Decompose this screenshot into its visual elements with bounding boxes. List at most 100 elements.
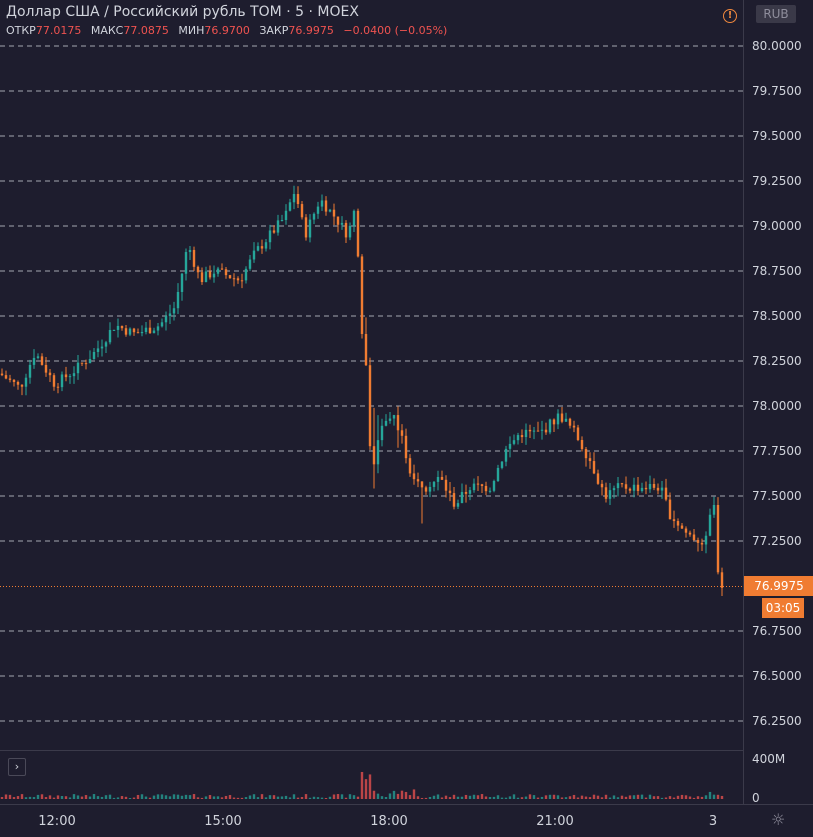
- exclamation-circle-icon[interactable]: !: [723, 9, 737, 23]
- candle-body: [560, 413, 564, 422]
- volume-bar: [284, 795, 288, 799]
- candle-body: [700, 542, 704, 545]
- volume-bar: [440, 797, 444, 799]
- volume-bar: [624, 796, 628, 799]
- volume-bar: [200, 797, 204, 799]
- volume-bar: [556, 795, 560, 799]
- volume-bar: [576, 797, 580, 799]
- price-tick: 78.7500: [752, 264, 802, 278]
- volume-bar: [492, 796, 496, 799]
- candle-body: [300, 204, 304, 218]
- volume-bar: [232, 797, 236, 799]
- candle-body: [24, 377, 28, 387]
- price-chart-pane[interactable]: [0, 0, 743, 750]
- price-tick: 78.5000: [752, 309, 802, 323]
- candle-body: [480, 484, 484, 486]
- candle-body: [604, 487, 608, 499]
- candle-body: [540, 429, 544, 431]
- volume-bar: [648, 794, 652, 799]
- volume-bar: [324, 797, 328, 799]
- volume-bar: [376, 793, 380, 799]
- candle-body: [592, 461, 596, 474]
- candle-body: [544, 429, 548, 433]
- volume-bar: [336, 794, 340, 799]
- candle-body: [244, 268, 248, 281]
- volume-bar: [128, 797, 132, 799]
- volume-bar: [364, 779, 368, 799]
- candle-body: [380, 425, 384, 441]
- axis-corner: ☼: [743, 804, 813, 837]
- candle-body: [648, 483, 652, 490]
- volume-bar: [432, 795, 436, 799]
- candle-body: [684, 528, 688, 533]
- volume-bar: [352, 795, 356, 799]
- candle-body: [688, 532, 692, 535]
- candle-body: [168, 313, 172, 317]
- candle-body: [4, 375, 8, 379]
- volume-bar: [420, 797, 424, 799]
- candle-body: [428, 486, 432, 492]
- candle-body: [76, 362, 80, 374]
- candle-body: [624, 484, 628, 489]
- volume-bar: [572, 794, 576, 799]
- time-axis[interactable]: 12:00 15:00 18:00 21:00 3: [0, 804, 743, 837]
- volume-bar: [388, 793, 392, 799]
- candle-body: [412, 473, 416, 480]
- candle-body: [124, 328, 128, 335]
- volume-bar: [652, 796, 656, 799]
- candle-body: [360, 256, 364, 334]
- volume-bar: [396, 793, 400, 799]
- candle-body: [608, 490, 612, 499]
- candle-body: [156, 326, 160, 331]
- candle-body: [452, 493, 456, 507]
- volume-bar: [604, 794, 608, 799]
- volume-bar: [416, 796, 420, 799]
- volume-bar: [332, 794, 336, 799]
- volume-bar: [184, 794, 188, 799]
- volume-bar: [344, 797, 348, 799]
- candle-body: [424, 487, 428, 492]
- gear-icon[interactable]: ☼: [771, 810, 786, 829]
- currency-badge[interactable]: RUB: [756, 5, 796, 23]
- candle-body: [460, 492, 464, 504]
- candle-body: [596, 473, 600, 484]
- candle-body: [388, 418, 392, 421]
- candle-body: [496, 467, 500, 482]
- volume-bar: [308, 797, 312, 799]
- candle-body: [712, 505, 716, 515]
- volume-bar: [124, 796, 128, 799]
- candle-body: [276, 220, 280, 233]
- candle-body: [632, 484, 636, 491]
- volume-bar: [252, 794, 256, 799]
- candle-body: [48, 372, 52, 376]
- last-price-label: 76.9975: [744, 576, 813, 597]
- candle-body: [192, 249, 196, 267]
- candle-body: [640, 487, 644, 491]
- expand-indicators-button[interactable]: ›: [8, 758, 26, 776]
- candle-body: [40, 356, 44, 365]
- candle-body: [676, 521, 680, 526]
- volume-bar: [224, 795, 228, 799]
- candle-body: [28, 364, 32, 378]
- candle-body: [32, 357, 36, 365]
- volume-bar: [0, 797, 4, 799]
- candle-body: [444, 479, 448, 491]
- price-tick: 76.5000: [752, 669, 802, 683]
- volume-bar: [488, 797, 492, 799]
- price-axis[interactable]: RUB 76.9975 03:05 400M 0 80.0000 79.7500 7…: [743, 0, 813, 805]
- candle-body: [476, 483, 480, 485]
- candle-body: [636, 484, 640, 491]
- volume-bar: [708, 791, 712, 799]
- volume-bar: [20, 794, 24, 799]
- volume-bar: [580, 795, 584, 799]
- candle-body: [524, 429, 528, 438]
- candle-body: [504, 448, 508, 462]
- volume-bar: [108, 794, 112, 799]
- volume-pane[interactable]: [0, 750, 743, 804]
- candle-body: [96, 348, 100, 352]
- candle-body: [100, 346, 104, 349]
- candle-body: [672, 519, 676, 522]
- candle-body: [296, 194, 300, 205]
- volume-bar: [608, 797, 612, 799]
- volume-bar: [656, 796, 660, 799]
